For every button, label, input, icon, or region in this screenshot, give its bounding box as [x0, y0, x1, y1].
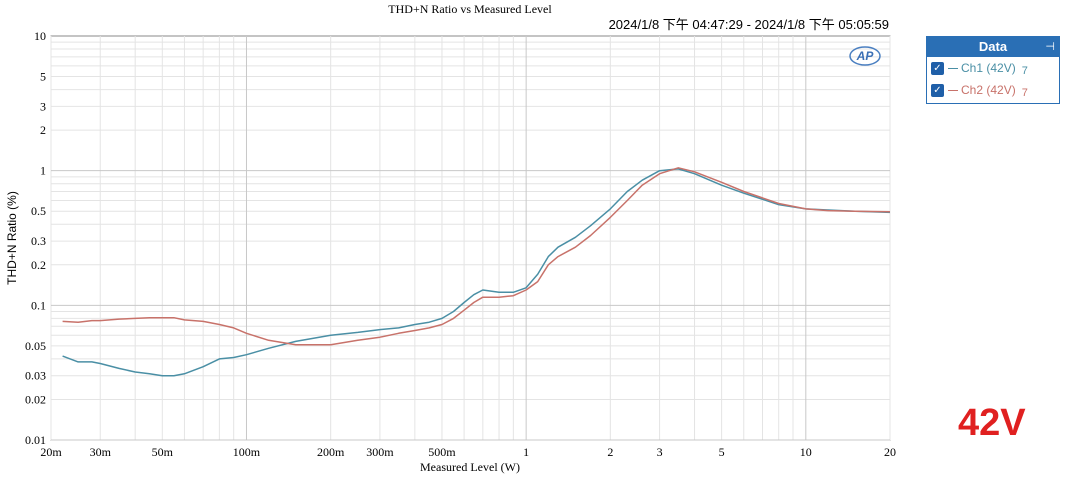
y-tick-label: 10 [34, 29, 46, 43]
line-swatch-ch1 [948, 67, 958, 69]
series-line-ch1 [62, 168, 891, 377]
y-tick-label: 1 [40, 164, 46, 178]
legend-label-ch2: Ch2 (42V) [961, 83, 1016, 97]
x-tick-label: 5 [719, 445, 725, 459]
y-tick-label: 3 [40, 99, 46, 113]
legend-item-ch1[interactable]: ✓ Ch1 (42V) 7 [927, 57, 1059, 79]
x-tick-label: 20m [40, 445, 62, 459]
y-tick-label: 0.1 [31, 298, 46, 312]
pin-icon[interactable]: ⊣ [1045, 41, 1055, 53]
x-tick-labels: 20m 30m 50m 100m 200m 300m 500m 1 2 3 5 10 20 [40, 445, 896, 459]
x-axis-label: Measured Level (W) [420, 460, 520, 474]
y-tick-label: 0.05 [25, 339, 46, 353]
x-tick-label: 20 [884, 445, 896, 459]
legend-label-ch1: Ch1 (42V) [961, 61, 1016, 75]
voltage-annotation: 42V [958, 402, 1026, 444]
y-axis-label: THD+N Ratio (%) [5, 191, 19, 285]
x-tick-label: 30m [90, 445, 112, 459]
series-layer [62, 167, 891, 377]
chart-timestamp: 2024/1/8 下午 04:47:29 - 2024/1/8 下午 05:05… [609, 17, 889, 32]
y-tick-label: 0.02 [25, 392, 46, 406]
legend-title: Data [978, 39, 1008, 54]
x-tick-label: 10 [800, 445, 812, 459]
ap-logo-text: AP [856, 49, 875, 63]
checkbox-ch1[interactable]: ✓ [931, 61, 944, 75]
legend-num-ch2: 7 [1021, 87, 1028, 99]
legend-item-ch2[interactable]: ✓ Ch2 (42V) 7 [927, 79, 1059, 101]
x-tick-label: 2 [607, 445, 613, 459]
y-tick-label: 0.03 [25, 369, 46, 383]
x-tick-label: 1 [523, 445, 529, 459]
x-tick-label: 500m [428, 445, 456, 459]
legend-num-ch1: 7 [1021, 65, 1028, 77]
y-tick-label: 0.2 [31, 258, 46, 272]
x-tick-label: 50m [152, 445, 174, 459]
y-tick-label: 0.5 [31, 204, 46, 218]
y-tick-label: 2 [40, 123, 46, 137]
checkbox-ch2[interactable]: ✓ [931, 83, 944, 97]
x-tick-label: 300m [366, 445, 394, 459]
x-tick-label: 100m [233, 445, 261, 459]
ap-logo: AP [848, 45, 882, 67]
x-tick-label: 200m [317, 445, 345, 459]
legend-panel: Data ⊣ ✓ Ch1 (42V) 7 ✓ Ch2 (42V) 7 [926, 36, 1060, 104]
x-tick-label: 3 [657, 445, 663, 459]
grid-minor [50, 36, 891, 440]
y-tick-labels: 10 5 3 2 1 0.5 0.3 0.2 0.1 0.05 0.03 0.02 0.01 [25, 29, 46, 447]
plot-area [50, 35, 891, 441]
y-tick-label: 5 [40, 70, 46, 84]
legend-header: Data ⊣ [927, 37, 1059, 57]
series-line-ch2 [62, 167, 891, 346]
chart-title: THD+N Ratio vs Measured Level [388, 2, 552, 16]
y-tick-label: 0.3 [31, 234, 46, 248]
line-swatch-ch2 [948, 89, 958, 91]
y-tick-label: 0.01 [25, 433, 46, 447]
